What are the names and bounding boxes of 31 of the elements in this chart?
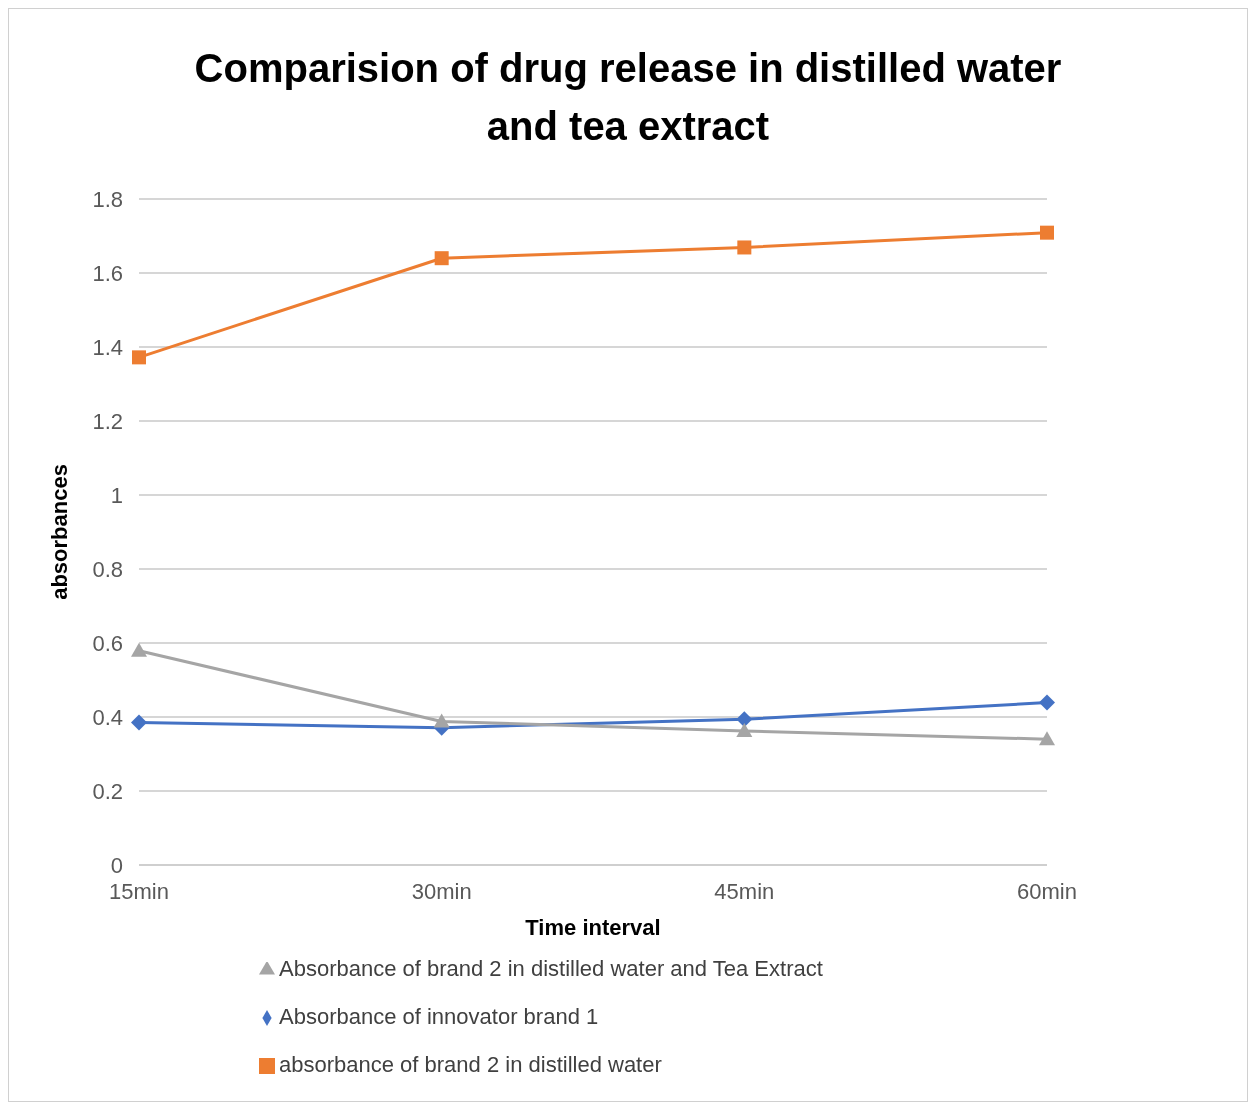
y-tick-label: 1.2 bbox=[92, 408, 123, 434]
legend-label: Absorbance of innovator brand 1 bbox=[279, 1004, 599, 1029]
y-tick-label: 1.4 bbox=[92, 334, 123, 360]
point bbox=[433, 713, 450, 728]
y-tick-label: 1.8 bbox=[92, 186, 123, 212]
y-tick-label: 0.4 bbox=[92, 704, 123, 730]
point bbox=[1039, 694, 1055, 711]
y-tick-label: 0.8 bbox=[92, 556, 123, 582]
point bbox=[736, 723, 753, 738]
legend-label: Absorbance of brand 2 in distilled water and Tea Extract bbox=[279, 956, 823, 981]
y-tick-label: 0.2 bbox=[92, 778, 123, 804]
y-tick-label: 0 bbox=[110, 852, 123, 878]
point bbox=[131, 714, 147, 731]
y-tick-label: 1 bbox=[110, 482, 123, 508]
x-tick-label: 60min bbox=[1017, 878, 1077, 904]
point bbox=[737, 240, 752, 255]
x-tick-label: 45min bbox=[714, 878, 775, 904]
point bbox=[1039, 731, 1055, 746]
point bbox=[1040, 225, 1054, 240]
y-tick-label: 0.6 bbox=[92, 630, 123, 656]
x-tick-label: 30min bbox=[411, 878, 472, 904]
x-axis-title: Time interval bbox=[525, 915, 661, 940]
y-axis-title: absorbances bbox=[46, 464, 72, 600]
point bbox=[434, 251, 449, 266]
legend-label: absorbance of brand 2 in distilled water bbox=[279, 1052, 662, 1077]
point bbox=[132, 350, 146, 365]
chart-title: Comparision of drug release in distilled water and tea extract bbox=[193, 45, 1063, 150]
x-tick-label: 15min bbox=[109, 878, 169, 904]
point bbox=[736, 711, 753, 728]
point bbox=[131, 642, 147, 657]
y-tick-label: 1.6 bbox=[92, 260, 123, 286]
